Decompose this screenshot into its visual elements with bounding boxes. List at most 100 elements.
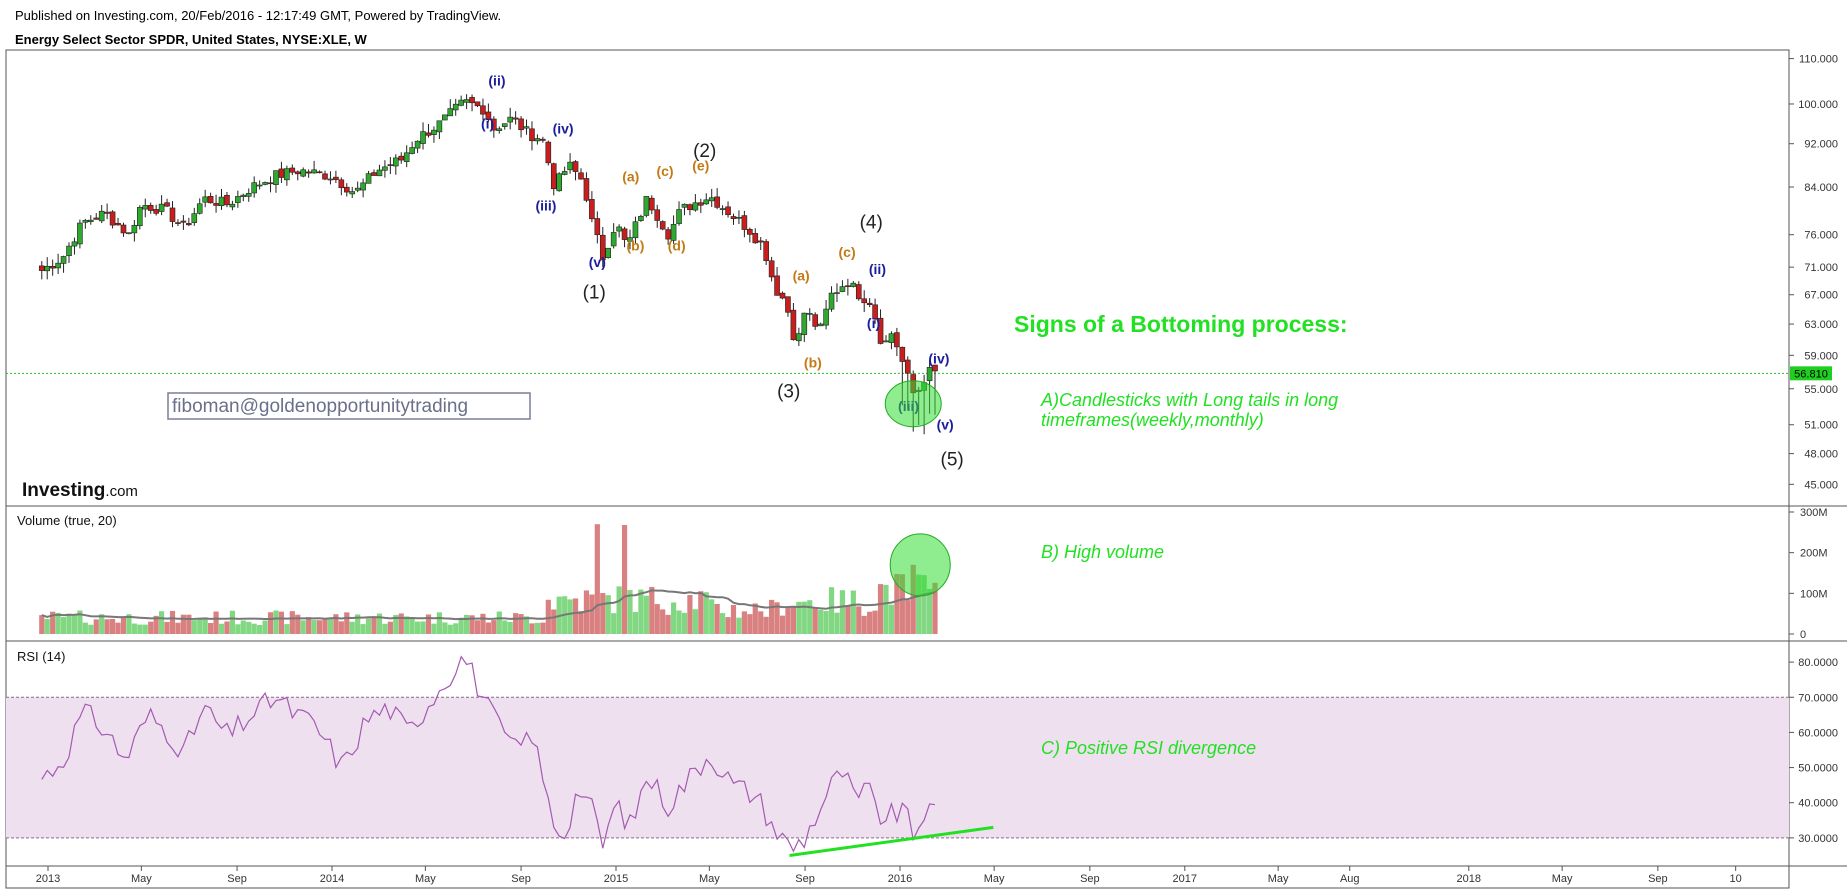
candle-body xyxy=(512,117,519,120)
candle-body xyxy=(452,103,459,111)
volume-bar xyxy=(420,621,426,634)
volume-bar xyxy=(137,624,143,634)
volume-bar xyxy=(818,609,824,634)
volume-tick-label: 200M xyxy=(1800,548,1828,560)
candle-body xyxy=(338,179,345,189)
volume-bar xyxy=(202,617,208,634)
candle-body xyxy=(932,364,938,372)
candle-body xyxy=(589,199,595,220)
wave-label: (2) xyxy=(693,141,716,162)
time-tick-label: 2014 xyxy=(320,873,344,885)
volume-bar xyxy=(257,624,263,634)
volume-bar xyxy=(365,618,372,634)
candle-body xyxy=(817,323,824,327)
wave-label: (e) xyxy=(692,157,709,173)
time-tick-label: Sep xyxy=(1648,873,1668,885)
rsi-tick-label: 80.0000 xyxy=(1798,657,1838,669)
candle-body xyxy=(610,232,617,247)
candle-body xyxy=(779,292,786,299)
wave-label: (3) xyxy=(777,381,800,402)
volume-bar xyxy=(480,613,486,634)
volume-bar xyxy=(861,615,867,634)
candle-body xyxy=(349,191,356,195)
volume-bar xyxy=(142,624,148,634)
candle-body xyxy=(147,204,154,211)
candle-body xyxy=(926,367,933,382)
candle-body xyxy=(343,186,350,193)
volume-bar xyxy=(50,611,56,634)
candle-body xyxy=(785,296,791,313)
wave-label: (d) xyxy=(668,238,686,254)
volume-bar xyxy=(654,604,660,634)
volume-bar xyxy=(208,622,214,634)
candle-body xyxy=(550,163,557,190)
volume-bar xyxy=(126,614,132,634)
volume-tick-label: 300M xyxy=(1800,507,1828,519)
candle-body xyxy=(393,157,399,167)
candle-body xyxy=(605,247,612,259)
candle-body xyxy=(899,346,906,362)
volume-bar xyxy=(338,621,344,634)
candle-body xyxy=(87,219,94,223)
volume-bar xyxy=(856,606,862,634)
candle-body xyxy=(104,211,110,214)
candle-body xyxy=(812,314,818,327)
volume-bar xyxy=(801,601,807,634)
candle-body xyxy=(599,234,606,261)
time-tick-label: May xyxy=(1552,873,1573,885)
volume-bar xyxy=(709,599,715,634)
candle-body xyxy=(387,164,394,166)
volume-bar xyxy=(267,612,274,634)
volume-bar xyxy=(665,614,671,634)
price-tick-label: 92.000 xyxy=(1804,139,1838,151)
volume-bar xyxy=(812,608,818,634)
volume-bar xyxy=(834,612,840,634)
candle-body xyxy=(224,194,230,206)
candle-body xyxy=(872,304,878,320)
volume-bar xyxy=(752,603,758,634)
volume-bar xyxy=(845,605,851,634)
volume-bar xyxy=(164,621,170,634)
volume-bar xyxy=(197,619,203,634)
volume-bar xyxy=(131,623,137,634)
candle-body xyxy=(403,152,410,162)
price-axis: 45.000 48.000 51.000 55.000 59.000 63.000 67.0… xyxy=(1789,54,1838,491)
candle-body xyxy=(153,209,159,214)
time-tick-label: May xyxy=(415,873,436,885)
wave-label: (ii) xyxy=(869,261,886,277)
candle-body xyxy=(305,171,312,174)
candle-body xyxy=(594,218,601,236)
volume-bar xyxy=(316,620,323,634)
candle-body xyxy=(82,219,89,223)
volume-bar xyxy=(692,609,698,634)
wave-label: (4) xyxy=(860,212,883,233)
wave-labels: (ii) (i) (iv) (iii) (v) (1) (a) (b) (c) (d) (e)(2)… xyxy=(481,72,964,470)
volume-bar xyxy=(594,524,600,634)
volume-bar xyxy=(551,609,557,634)
volume-bar xyxy=(605,595,611,634)
candle-body xyxy=(768,260,775,278)
rsi-tick-label: 40.0000 xyxy=(1798,798,1838,810)
volume-bar xyxy=(823,610,829,634)
candle-body xyxy=(55,262,61,269)
volume-bar xyxy=(670,602,677,634)
candle-body xyxy=(659,221,666,230)
candle-body xyxy=(698,202,704,206)
candle-body xyxy=(420,131,426,144)
volume-bar xyxy=(910,564,916,634)
candle-body xyxy=(186,223,192,226)
volume-bar xyxy=(44,618,50,634)
candle-body xyxy=(333,176,339,180)
volume-bar xyxy=(676,610,682,634)
volume-bar xyxy=(218,623,225,634)
instrument-title: Energy Select Sector SPDR, United States… xyxy=(15,32,367,47)
candle-body xyxy=(578,172,584,180)
candle-body xyxy=(861,298,868,304)
volume-bar xyxy=(300,620,306,634)
volume-bar xyxy=(322,619,328,634)
time-tick-label: Sep xyxy=(1080,873,1100,885)
last-price-tag: 56.810 xyxy=(1790,366,1832,381)
wave-label: (5) xyxy=(941,450,964,471)
candle-body xyxy=(638,215,644,221)
